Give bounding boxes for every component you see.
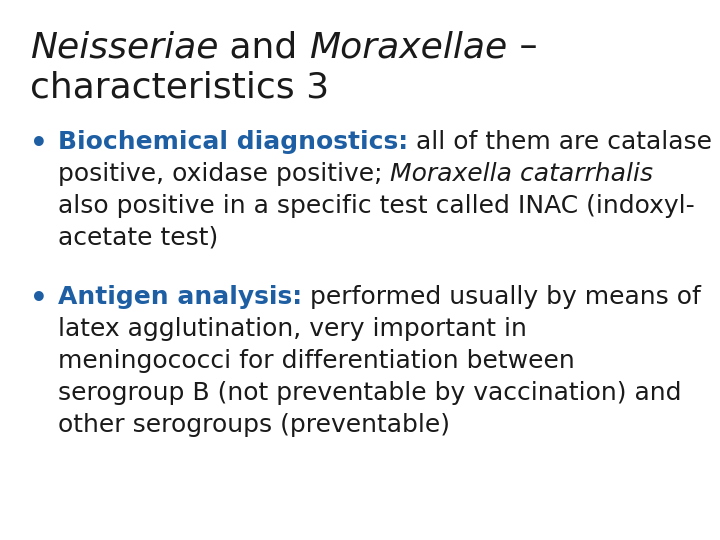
Text: serogroup B (not preventable by vaccination) and: serogroup B (not preventable by vaccinat… xyxy=(58,381,682,405)
Text: acetate test): acetate test) xyxy=(58,226,218,250)
Text: •: • xyxy=(30,130,48,158)
Text: Biochemical diagnostics:: Biochemical diagnostics: xyxy=(58,130,408,154)
Text: positive, oxidase positive;: positive, oxidase positive; xyxy=(58,162,390,186)
Text: Antigen analysis:: Antigen analysis: xyxy=(58,285,302,309)
Text: Neisseriae: Neisseriae xyxy=(30,30,218,64)
Text: characteristics 3: characteristics 3 xyxy=(30,70,329,104)
Text: and: and xyxy=(218,30,310,64)
Text: performed usually by means of: performed usually by means of xyxy=(302,285,701,309)
Text: also positive in a specific test called INAC (indoxyl-: also positive in a specific test called … xyxy=(58,194,695,218)
Text: •: • xyxy=(30,285,48,313)
Text: all of them are catalase: all of them are catalase xyxy=(408,130,712,154)
Text: other serogroups (preventable): other serogroups (preventable) xyxy=(58,413,450,437)
Text: latex agglutination, very important in: latex agglutination, very important in xyxy=(58,317,527,341)
Text: Moraxella catarrhalis: Moraxella catarrhalis xyxy=(390,162,654,186)
Text: meningococci for differentiation between: meningococci for differentiation between xyxy=(58,349,575,373)
Text: –: – xyxy=(508,30,537,64)
Text: Moraxellae: Moraxellae xyxy=(310,30,508,64)
